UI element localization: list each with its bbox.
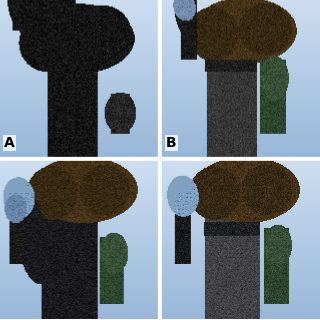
Text: B: B <box>166 136 177 150</box>
Text: A: A <box>4 136 15 150</box>
